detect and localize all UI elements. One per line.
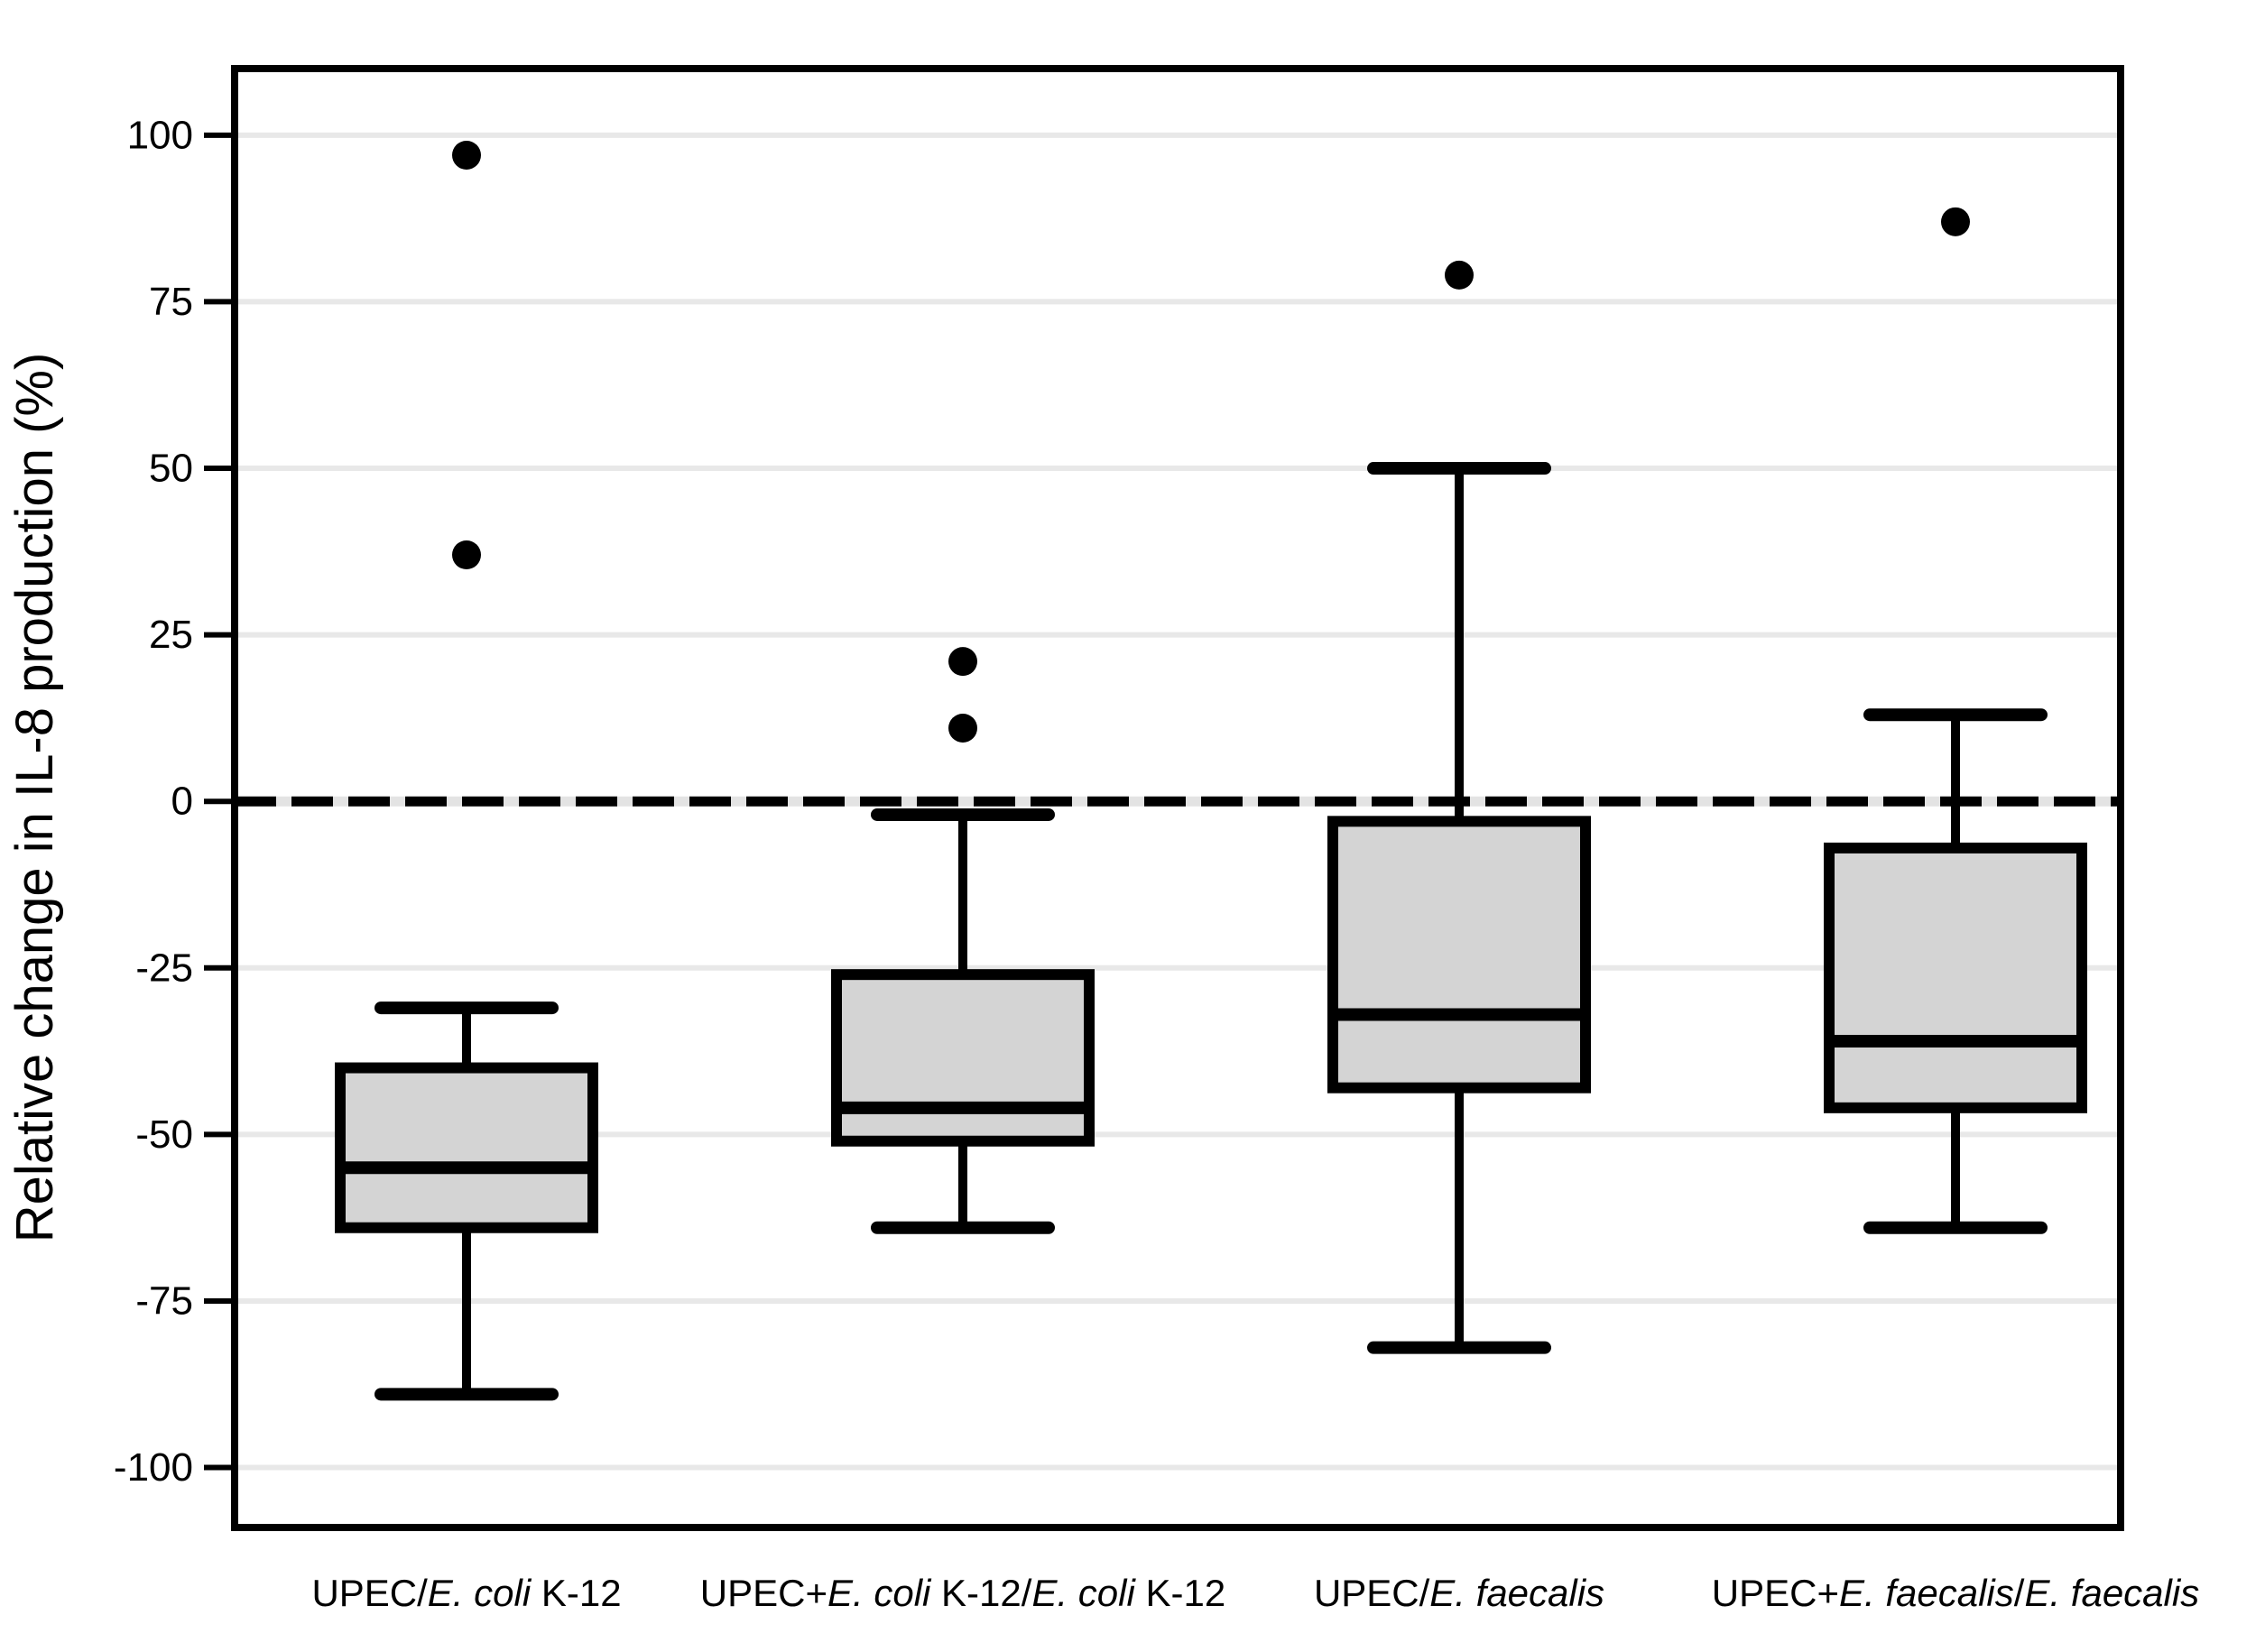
outlier-dot bbox=[1445, 260, 1474, 290]
boxes bbox=[335, 140, 2087, 1401]
x-axis-labels: UPEC/E. coli K-12 UPEC+E. coli K-12/E. co… bbox=[311, 1572, 2199, 1614]
y-tick-label: 0 bbox=[171, 780, 193, 824]
x-axis-label: UPEC+E. coli K-12/E. coli K-12 bbox=[700, 1572, 1225, 1614]
x-axis-label: UPEC+E. faecalis/E. faecalis bbox=[1712, 1572, 2199, 1614]
outlier-dot bbox=[452, 540, 481, 569]
iqr-box bbox=[335, 1062, 598, 1233]
y-axis-ticks bbox=[204, 132, 235, 1471]
y-tick-label: 75 bbox=[149, 280, 193, 324]
y-tick-label: 25 bbox=[149, 613, 193, 657]
y-tick-label: -75 bbox=[135, 1278, 193, 1323]
iqr-box bbox=[1824, 842, 2087, 1113]
box-group bbox=[335, 140, 598, 1401]
iqr-box bbox=[1327, 816, 1591, 1094]
box-group bbox=[1327, 260, 1591, 1354]
box-group bbox=[1824, 207, 2087, 1234]
y-tick-label: -50 bbox=[135, 1112, 193, 1157]
y-tick-label: -100 bbox=[114, 1445, 193, 1490]
outlier-dot bbox=[948, 713, 977, 743]
x-axis-label: UPEC/E. faecalis bbox=[1314, 1572, 1604, 1614]
y-axis-title: Relative change in IL-8 production (%) bbox=[5, 353, 64, 1243]
x-axis-label: UPEC/E. coli K-12 bbox=[311, 1572, 621, 1614]
y-tick-label: -25 bbox=[135, 946, 193, 990]
box-group bbox=[831, 647, 1095, 1234]
iqr-box bbox=[831, 969, 1095, 1147]
y-tick-label: 100 bbox=[127, 113, 193, 157]
outlier-dot bbox=[948, 647, 977, 677]
outlier-dot bbox=[1941, 207, 1970, 236]
y-tick-label: 50 bbox=[149, 447, 193, 491]
y-axis-tick-labels: 100 75 50 25 0 -25 -50 -75 -100 bbox=[114, 113, 193, 1490]
outlier-dot bbox=[452, 140, 481, 170]
plot-frame bbox=[231, 65, 2124, 1531]
